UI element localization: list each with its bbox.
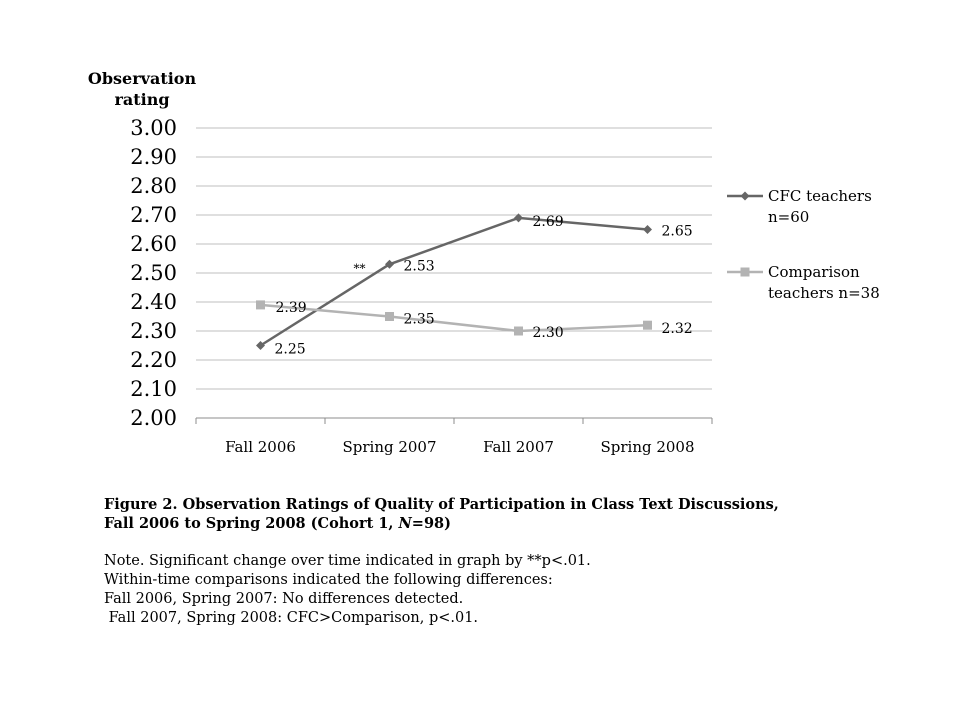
data-point-diamond [256, 341, 265, 350]
data-point-square [385, 312, 394, 321]
significance-annotation: ** [354, 261, 366, 275]
legend-marker-square [740, 267, 750, 277]
significance-stars: ** [354, 261, 366, 275]
y-tick-label: 2.70 [130, 203, 177, 227]
legend-marker-diamond [740, 191, 750, 201]
legend-label-line: n=60 [768, 208, 809, 226]
series-line [260, 303, 648, 333]
x-axis [195, 417, 713, 424]
x-tick-labels: Fall 2006 Spring 2007 Fall 2007 Spring 2008 [225, 438, 694, 456]
data-label: 2.35 [404, 312, 435, 328]
data-label: 2.69 [533, 214, 564, 230]
data-label: 2.30 [533, 325, 564, 341]
figure-title-line-2: Fall 2006 to Spring 2008 (Cohort 1, N=98… [104, 514, 924, 533]
data-point-square [514, 326, 523, 336]
y-tick-label: 2.90 [130, 145, 177, 169]
legend-label-line: teachers n=38 [768, 284, 880, 302]
data-label: 2.32 [662, 321, 693, 337]
data-label: 2.39 [276, 300, 307, 316]
note-line-1: Note. Significant change over time indic… [104, 553, 591, 569]
figure-title-line-2-pre: Fall 2006 to Spring 2008 (Cohort 1, [104, 515, 399, 532]
series-lines: 2.25 2.53 2.69 2.65 2.39 2.35 2.30 2.32 [256, 213, 693, 358]
figure-title-n: N [398, 515, 412, 532]
y-tick-label: 2.60 [130, 232, 177, 256]
y-tick-label: 2.50 [130, 261, 177, 285]
x-tick-label: Fall 2007 [483, 438, 554, 456]
y-tick-label: 2.30 [130, 319, 177, 343]
legend: CFC teachers n=60 Comparison teachers n=38 [727, 187, 880, 302]
y-tick-label: 3.00 [130, 116, 177, 140]
note-line-2: Within-time comparisons indicated the fo… [104, 572, 553, 588]
series-line [259, 216, 648, 347]
note-line-3: Fall 2006, Spring 2007: No differences d… [104, 591, 464, 607]
y-axis-label: Observation rating [88, 69, 197, 109]
data-point-diamond [385, 259, 394, 269]
y-tick-label: 2.20 [130, 348, 177, 372]
y-tick-label: 2.40 [130, 290, 177, 314]
data-point-diamond [514, 213, 523, 223]
x-tick-label: Spring 2008 [600, 438, 694, 456]
figure-title-line-1: Figure 2. Observation Ratings of Quality… [104, 496, 779, 513]
y-tick-label: 2.00 [130, 406, 177, 430]
x-tick-label: Fall 2006 [225, 438, 296, 456]
data-point-square [643, 320, 652, 330]
legend-label-line: Comparison [768, 263, 860, 281]
legend-label-line: CFC teachers [768, 187, 872, 205]
x-tick-label: Spring 2007 [342, 438, 436, 456]
y-axis-label-line: rating [114, 90, 169, 109]
y-tick-label: 2.10 [130, 377, 177, 401]
figure-caption: Figure 2. Observation Ratings of Quality… [104, 495, 924, 628]
data-label: 2.53 [404, 258, 435, 274]
figure-notes: Note. Significant change over time indic… [104, 552, 924, 628]
figure-title-line-2-post: =98) [411, 515, 451, 532]
y-axis-label-line: Observation [88, 69, 197, 88]
y-tick-labels: 2.00 2.10 2.20 2.30 2.40 2.50 2.60 2.70 2.80 2.90… [130, 116, 177, 430]
data-label: 2.25 [275, 342, 306, 358]
data-label: 2.65 [662, 224, 693, 240]
data-point-square [256, 300, 265, 310]
gridlines [196, 127, 712, 390]
figure-title: Figure 2. Observation Ratings of Quality… [104, 495, 924, 533]
y-tick-label: 2.80 [130, 174, 177, 198]
note-line-4: Fall 2007, Spring 2008: CFC>Comparison, … [104, 610, 479, 626]
data-point-diamond [643, 225, 652, 234]
